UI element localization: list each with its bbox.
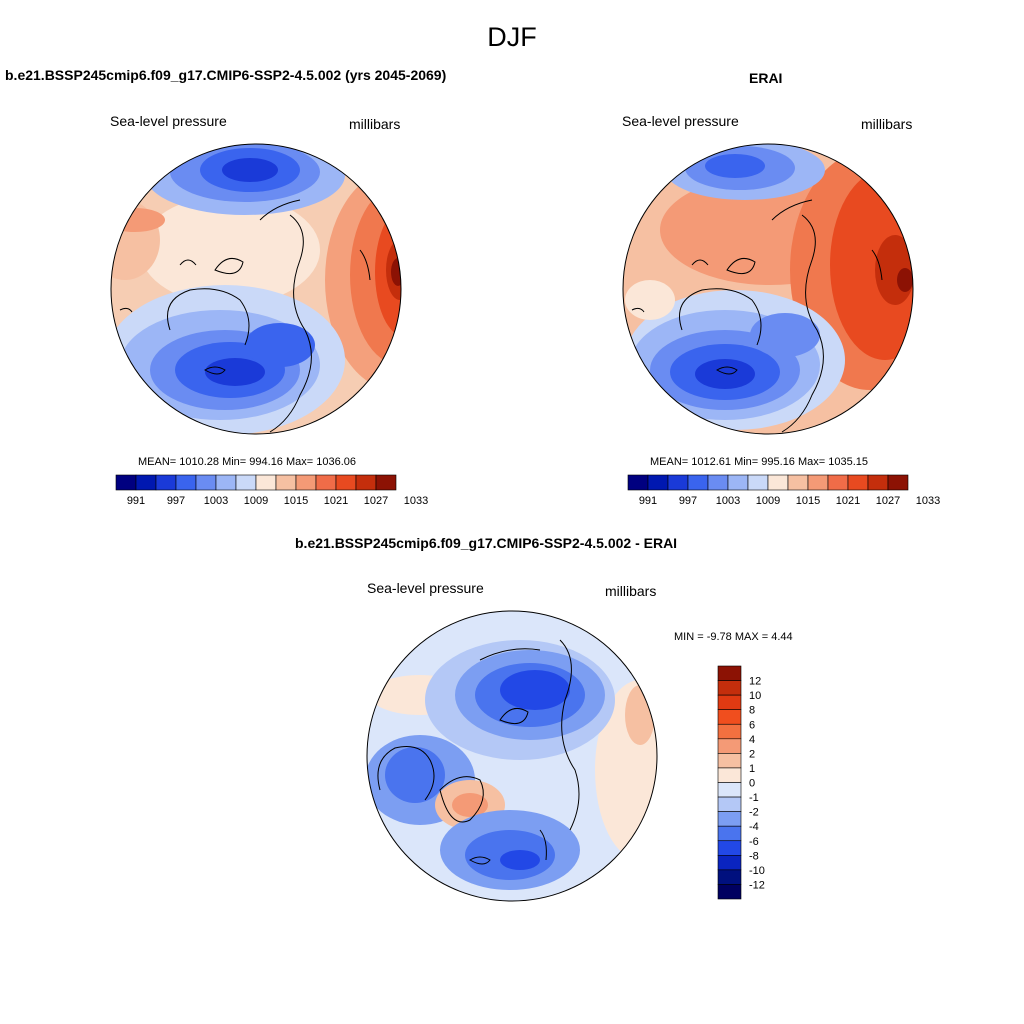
stats-model: MEAN= 1010.28 Min= 994.16 Max= 1036.06 xyxy=(138,456,357,468)
colorbar-diff-tick-label: 2 xyxy=(749,748,755,760)
colorbar-diff-swatch xyxy=(717,738,742,754)
colorbar-model-tick-label: 1015 xyxy=(284,495,308,507)
colorbar-diff-tick-label: -6 xyxy=(749,836,759,848)
colorbar-diff-tick-label: -4 xyxy=(749,821,759,833)
colorbar-swatch xyxy=(215,474,237,491)
left-label-erai: Sea-level pressure xyxy=(622,113,739,129)
units-label-model: millibars xyxy=(349,116,401,132)
map-diff xyxy=(366,610,658,902)
colorbar-diff-swatch xyxy=(717,840,742,856)
colorbar-swatch xyxy=(135,474,157,491)
colorbar-diff-tick-label: 6 xyxy=(749,719,755,731)
colorbar-diff-tick-label: 10 xyxy=(749,690,761,702)
colorbar-swatch xyxy=(787,474,809,491)
colorbar-diff-swatch xyxy=(717,709,742,725)
colorbar-swatch xyxy=(687,474,709,491)
colorbar-diff-swatch xyxy=(717,680,742,696)
colorbar-swatch xyxy=(867,474,889,491)
colorbar-swatch xyxy=(827,474,849,491)
colorbar-swatch xyxy=(315,474,337,491)
colorbar-swatch xyxy=(767,474,789,491)
colorbar-model-tick-label: 1003 xyxy=(204,495,228,507)
colorbar-swatch xyxy=(255,474,277,491)
panel-title-diff: b.e21.BSSP245cmip6.f09_g17.CMIP6-SSP2-4.… xyxy=(295,535,678,551)
colorbar-swatch xyxy=(235,474,257,491)
colorbar-diff-tick-label: -1 xyxy=(749,792,759,804)
colorbar-diff-swatch xyxy=(717,825,742,842)
colorbar-model-tick-label: 1033 xyxy=(404,495,428,507)
colorbar-model-tick-label: 991 xyxy=(127,495,145,507)
colorbar-diff-tick-label: 0 xyxy=(749,778,755,790)
colorbar-erai-tick-label: 997 xyxy=(679,495,697,507)
colorbar-erai-tick-label: 1021 xyxy=(836,495,860,507)
colorbar-diff-tick-label: -8 xyxy=(749,850,759,862)
colorbar-erai-tick-label: 1003 xyxy=(716,495,740,507)
colorbar-diff-swatch xyxy=(717,694,742,710)
colorbar-diff-tick-label: -12 xyxy=(749,879,765,891)
colorbar-swatch xyxy=(747,474,769,491)
colorbar-diff-swatch xyxy=(717,723,742,740)
colorbar-diff-tick-label: -10 xyxy=(749,865,765,877)
colorbar-swatch xyxy=(807,474,829,491)
stats-diff: MIN = -9.78 MAX = 4.44 xyxy=(674,631,793,643)
colorbar-model: 991 997 1003 1009 1015 1021 1027 1033 xyxy=(115,474,428,507)
colorbar-erai-tick-label: 1027 xyxy=(876,495,900,507)
colorbar-swatch xyxy=(155,474,177,491)
colorbar-diff-swatch xyxy=(717,855,742,871)
colorbar-swatch xyxy=(275,474,297,491)
colorbar-swatch xyxy=(667,474,689,491)
colorbar-diff-swatch xyxy=(717,796,742,812)
colorbar-diff-tick-label: 8 xyxy=(749,705,755,717)
colorbar-swatch xyxy=(627,474,649,491)
colorbar-diff-swatch xyxy=(717,869,742,885)
colorbar-swatch xyxy=(295,474,317,491)
colorbar-model-tick-label: 1027 xyxy=(364,495,388,507)
colorbar-swatch xyxy=(707,474,729,491)
left-label-diff: Sea-level pressure xyxy=(367,580,484,596)
units-label-erai: millibars xyxy=(861,116,913,132)
colorbar-swatch xyxy=(375,474,397,491)
stats-erai: MEAN= 1012.61 Min= 995.16 Max= 1035.15 xyxy=(650,456,869,468)
colorbar-swatch xyxy=(175,474,197,491)
colorbar-erai-tick-label: 1009 xyxy=(756,495,780,507)
colorbar-diff-tick-label: 1 xyxy=(749,763,755,775)
units-label-diff: millibars xyxy=(605,583,657,599)
left-label-model: Sea-level pressure xyxy=(110,113,227,129)
colorbar-erai-tick-label: 1015 xyxy=(796,495,820,507)
colorbar-diff-tick-label: 12 xyxy=(749,676,761,688)
colorbar-swatch xyxy=(195,474,217,491)
colorbar-diff-tick-label: -2 xyxy=(749,807,759,819)
colorbar-diff-swatch xyxy=(717,884,742,900)
colorbar-swatch xyxy=(647,474,669,491)
colorbar-diff-swatch xyxy=(717,767,742,783)
colorbar-swatch xyxy=(335,474,357,491)
colorbar-model-tick-label: 997 xyxy=(167,495,185,507)
colorbar-erai: 991 997 1003 1009 1015 1021 1027 1033 xyxy=(627,474,940,507)
panel-title-erai: ERAI xyxy=(749,70,783,86)
map-erai xyxy=(622,143,914,435)
colorbar-diff-tick-label: 4 xyxy=(749,734,755,746)
map-model xyxy=(110,143,402,435)
colorbar-erai-tick-label: 991 xyxy=(639,495,657,507)
colorbar-swatch xyxy=(727,474,749,491)
colorbar-diff-swatch xyxy=(717,665,742,681)
figure-title: DJF xyxy=(487,22,537,52)
colorbar-swatch xyxy=(115,474,137,491)
colorbar-swatch xyxy=(355,474,377,491)
colorbar-erai-tick-label: 1033 xyxy=(916,495,940,507)
colorbar-swatch xyxy=(847,474,869,491)
colorbar-diff-swatch xyxy=(717,753,742,769)
colorbar-model-tick-label: 1009 xyxy=(244,495,268,507)
colorbar-diff-swatch xyxy=(717,811,742,827)
colorbar-diff-swatch xyxy=(717,782,742,798)
colorbar-swatch xyxy=(887,474,909,491)
panel-title-model: b.e21.BSSP245cmip6.f09_g17.CMIP6-SSP2-4.… xyxy=(5,67,447,83)
colorbar-model-tick-label: 1021 xyxy=(324,495,348,507)
